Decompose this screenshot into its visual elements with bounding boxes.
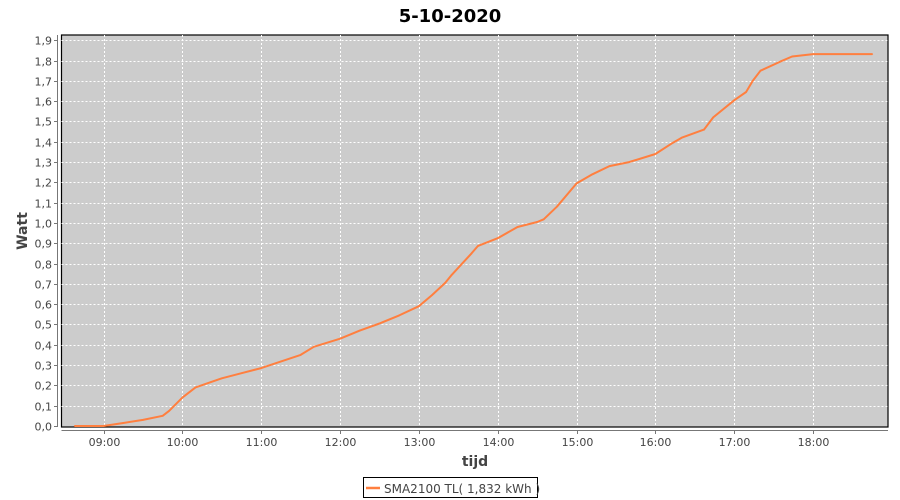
y-tick-label: 0,0 (35, 421, 53, 434)
data-point (516, 226, 519, 228)
data-point (260, 367, 263, 369)
y-tick-label: 1,1 (35, 198, 53, 211)
x-tick-label: 10:00 (167, 436, 199, 449)
data-point (591, 173, 594, 176)
data-point (575, 182, 578, 185)
data-point (751, 80, 754, 82)
data-point (181, 396, 184, 399)
data-point (240, 372, 243, 375)
y-tick-label: 1,0 (35, 218, 53, 231)
x-tick-label: 09:00 (89, 436, 121, 449)
y-tick-label: 0,7 (35, 279, 53, 292)
data-point (628, 161, 630, 163)
data-point (812, 53, 814, 55)
data-point (312, 346, 315, 348)
data-point (398, 314, 400, 317)
y-tick-label: 0,1 (35, 401, 53, 414)
legend-box (363, 477, 538, 498)
data-point (194, 386, 197, 389)
data-point (703, 128, 705, 131)
data-point (378, 322, 381, 325)
x-tick-label: 15:00 (562, 436, 594, 449)
data-point (759, 69, 762, 72)
x-tick-label: 17:00 (719, 436, 751, 449)
y-tick-label: 1,2 (35, 177, 53, 190)
chart-title: 5-10-2020 (399, 6, 502, 27)
y-axis-label: Watt (15, 212, 31, 250)
y-tick-label: 0,6 (35, 299, 53, 312)
data-point (871, 53, 874, 55)
data-point (102, 425, 105, 427)
data-point (542, 218, 545, 221)
y-tick-label: 0,9 (35, 238, 53, 251)
data-point (339, 337, 341, 340)
y-tick-label: 0,2 (35, 380, 53, 393)
data-point (556, 205, 558, 208)
data-point (142, 419, 144, 421)
y-tick-label: 0,8 (35, 259, 53, 272)
y-axis: 0,0 0,1 0,2 0,3 0,4 0,5 0,6 0,7 0,8 0,9 1,0 1,1 1,2 1… (35, 35, 58, 434)
x-axis-label: tijd (462, 454, 488, 470)
legend-label: SMA2100 TL( 1,832 kWh ) (384, 482, 540, 496)
data-point (680, 136, 683, 139)
legend: SMA2100 TL( 1,832 kWh ) (363, 477, 540, 498)
y-tick-label: 1,8 (35, 56, 53, 69)
data-point (496, 237, 499, 240)
data-point (779, 60, 782, 63)
data-point (654, 153, 657, 155)
x-axis: 09:00 10:00 11:00 12:00 13:00 14:00 15:00 16:00… (89, 430, 830, 449)
y-tick-label: 0,5 (35, 319, 53, 332)
y-tick-label: 1,9 (35, 35, 53, 48)
y-tick-label: 1,4 (35, 137, 53, 150)
x-tick-label: 13:00 (404, 436, 436, 449)
data-point (221, 377, 223, 380)
y-tick-label: 0,4 (35, 340, 53, 353)
data-point (477, 245, 479, 247)
y-tick-label: 0,3 (35, 360, 53, 373)
x-tick-label: 11:00 (246, 436, 278, 449)
data-point (791, 55, 793, 58)
data-point (431, 294, 433, 296)
y-tick-label: 1,5 (35, 116, 53, 129)
data-point (299, 354, 302, 356)
data-point (470, 252, 473, 255)
data-point (712, 116, 715, 119)
series-group (73, 53, 874, 427)
data-point (670, 143, 672, 145)
data-point (168, 409, 171, 412)
x-tick-label: 12:00 (325, 436, 357, 449)
plot-area (60, 34, 889, 428)
data-point (73, 425, 76, 427)
data-point (733, 99, 736, 101)
data-point (122, 422, 125, 424)
y-tick-label: 1,3 (35, 157, 53, 170)
data-point (444, 282, 446, 284)
data-point (418, 305, 420, 308)
x-tick-label: 16:00 (640, 436, 672, 449)
data-point (745, 91, 747, 93)
data-point (358, 329, 361, 332)
data-point (608, 165, 611, 167)
y-tick-label: 1,7 (35, 76, 53, 89)
data-point (536, 221, 538, 223)
data-point (450, 273, 453, 276)
y-tick-label: 1,6 (35, 96, 53, 109)
x-tick-label: 14:00 (483, 436, 515, 449)
x-tick-label: 18:00 (798, 436, 830, 449)
data-point (161, 415, 164, 417)
